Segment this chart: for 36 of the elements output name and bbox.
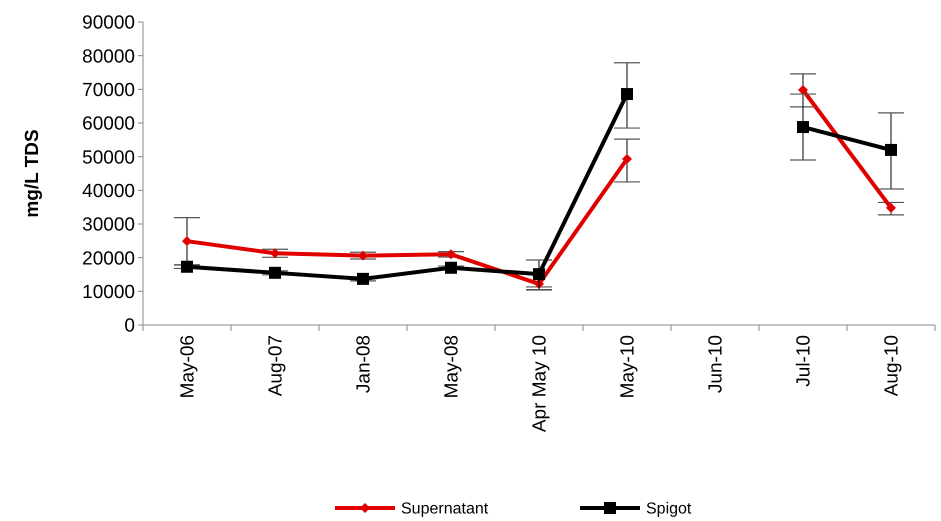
y-tick-label: 40000: [82, 180, 135, 202]
y-tick-label: 60000: [82, 114, 135, 135]
x-tick-label: May-08: [442, 335, 463, 398]
x-tick-label: Apr May 10: [530, 335, 551, 432]
point: [181, 260, 193, 273]
y-tick-label: 0: [124, 316, 135, 337]
y-tick-label: 10000: [82, 282, 135, 303]
point: [622, 154, 632, 164]
point: [270, 248, 280, 258]
point: [797, 121, 809, 134]
point: [357, 272, 369, 285]
point: [445, 262, 457, 274]
point: [269, 266, 281, 279]
point: [182, 236, 192, 246]
point: [885, 144, 897, 156]
x-tick-label: Aug-10: [882, 335, 903, 396]
y-tick-label: 20000: [82, 248, 135, 270]
point: [621, 88, 633, 100]
x-tick-label: Jun-10: [706, 335, 727, 394]
point: [358, 250, 368, 261]
y-tick-label: 80000: [82, 46, 135, 68]
point: [886, 202, 896, 213]
y-tick-label: 90000: [82, 12, 135, 34]
y-tick-label: 70000: [82, 80, 135, 101]
x-tick-label: May-06: [178, 335, 199, 398]
y-tick-label: 50000: [82, 147, 135, 168]
legend-label: Supernatant: [401, 500, 489, 518]
point: [446, 249, 456, 260]
y-axis-title: mg/L TDS: [22, 129, 43, 218]
x-tick-label: Jul-10: [794, 335, 815, 387]
x-tick-label: Aug-07: [266, 335, 287, 396]
point: [533, 268, 545, 280]
y-tick-label: 30000: [82, 214, 135, 236]
x-tick-label: May-10: [618, 335, 639, 398]
x-tick-label: Jan-08: [354, 335, 375, 394]
legend-label: Spigot: [646, 500, 692, 518]
